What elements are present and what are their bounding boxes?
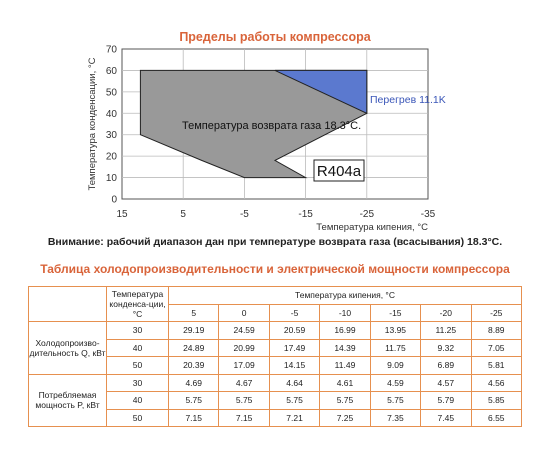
value-cell: 7.15: [167, 408, 220, 427]
evaporating-temp-cell: 0: [218, 303, 270, 322]
value-cell: 14.15: [268, 356, 321, 375]
annotations: Температура возврата газа 18.3°C. Перегре…: [182, 94, 446, 182]
blue-superheat-region: [274, 69, 368, 115]
table-row: Температура конденса-ции, °C Температура …: [28, 286, 522, 322]
value-cell: 4.56: [470, 373, 523, 392]
regions: [139, 69, 368, 179]
y-tick-label: 10: [106, 173, 118, 184]
value-cell: 24.89: [167, 338, 220, 357]
value-cell: 17.09: [218, 356, 270, 375]
x-tick-label: -35: [421, 209, 436, 220]
value-cell: 8.89: [470, 321, 523, 340]
y-tick-label: 20: [106, 152, 118, 163]
value-cell: 20.99: [218, 338, 270, 357]
value-cell: 7.45: [420, 408, 472, 427]
x-tick-label: -15: [298, 209, 313, 220]
value-cell: 4.69: [167, 373, 220, 392]
value-cell: 5.75: [167, 391, 220, 410]
value-cell: 14.39: [319, 338, 371, 357]
condensing-temp-cell: 30: [106, 373, 169, 392]
cooling-capacity-label: Холодопроизво-дительность Q, кВт: [28, 321, 107, 375]
y-tick-label: 50: [106, 87, 118, 98]
x-tick-label: 15: [116, 209, 128, 220]
table-title: Таблица холодопроизводительности и элект…: [40, 262, 510, 276]
value-cell: 4.59: [369, 373, 422, 392]
x-tick-label: 5: [180, 209, 186, 220]
evaporating-temp-cell: -5: [268, 303, 321, 322]
value-cell: 20.39: [167, 356, 220, 375]
value-cell: 9.32: [420, 338, 472, 357]
gray-region-label: Температура возврата газа 18.3°C.: [182, 120, 361, 132]
value-cell: 4.61: [319, 373, 371, 392]
value-cell: 9.09: [369, 356, 422, 375]
value-cell: 7.35: [369, 408, 422, 427]
value-cell: 17.49: [268, 338, 321, 357]
y-tick-label: 30: [106, 130, 118, 141]
value-cell: 16.99: [319, 321, 371, 340]
y-axis-label: Температура конденсации, °C: [87, 57, 98, 190]
condensing-temp-cell: 50: [106, 408, 169, 427]
value-cell: 13.95: [369, 321, 422, 340]
y-tick-label: 60: [106, 66, 118, 77]
table-row: 50 20.39 17.09 14.15 11.49 9.09 6.89 5.81: [29, 356, 523, 375]
value-cell: 7.25: [319, 408, 371, 427]
condensing-temp-cell: 30: [106, 321, 169, 340]
value-cell: 6.89: [420, 356, 472, 375]
superheat-label: Перегрев 11.1K: [370, 94, 446, 106]
table-row: 50 7.15 7.15 7.21 7.25 7.35 7.45 6.55: [29, 408, 523, 427]
note-text: Внимание: рабочий диапазон дан при темпе…: [47, 236, 503, 248]
value-cell: 24.59: [218, 321, 270, 340]
value-cell: 7.21: [268, 408, 321, 427]
y-tick-label: 0: [111, 195, 117, 206]
value-cell: 4.67: [218, 373, 270, 392]
evaporating-temp-cell: -25: [470, 303, 523, 322]
x-tick-label: -25: [360, 209, 375, 220]
value-cell: 4.64: [268, 373, 321, 392]
refrigerant-box: [313, 159, 365, 182]
corner-cell: [28, 286, 107, 322]
value-cell: 5.85: [470, 391, 523, 410]
evaporating-temp-cell: -20: [420, 303, 472, 322]
value-cell: 5.75: [369, 391, 422, 410]
performance-table: Температура конденса-ции, °C Температура …: [28, 286, 523, 427]
evaporating-temp-cell: -15: [369, 303, 422, 322]
gray-operating-region: [139, 69, 368, 179]
value-cell: 11.49: [319, 356, 371, 375]
value-cell: 11.75: [369, 338, 422, 357]
chart-title: Пределы работы компрессора: [179, 30, 371, 44]
value-cell: 5.81: [470, 356, 523, 375]
y-tick-label: 40: [106, 109, 118, 120]
value-cell: 4.57: [420, 373, 472, 392]
table-row: 40 24.89 20.99 17.49 14.39 11.75 9.32 7.05: [29, 338, 523, 357]
axes: 15 5 -5 -15 -25 -35 0 10 20 30 40 50 60 70 Температура…: [87, 45, 436, 234]
condensing-temp-cell: 40: [106, 338, 169, 357]
value-cell: 7.05: [470, 338, 523, 357]
value-cell: 5.75: [218, 391, 270, 410]
value-cell: 29.19: [167, 321, 220, 340]
refrigerant-label: R404a: [317, 163, 362, 180]
value-cell: 11.25: [420, 321, 472, 340]
table-row: 40 5.75 5.75 5.75 5.75 5.75 5.79 5.85: [29, 391, 523, 410]
table-row: Потребляемая мощность P, кВт 30 4.69 4.67 4.…: [28, 373, 523, 427]
condensing-temp-header: Температура конденса-ции, °C: [106, 286, 169, 322]
operating-envelope-chart: 15 5 -5 -15 -25 -35 0 10 20 30 40 50 60 70 Температура…: [87, 45, 446, 234]
power-input-label: Потребляемая мощность P, кВт: [28, 373, 107, 427]
evaporating-temp-header: Температура кипения, °C: [168, 286, 522, 305]
condensing-temp-cell: 50: [106, 356, 169, 375]
value-cell: 5.75: [268, 391, 321, 410]
value-cell: 20.59: [268, 321, 321, 340]
evaporating-temp-cell: 5: [167, 303, 220, 322]
evaporating-temp-cell: -10: [319, 303, 371, 322]
value-cell: 7.15: [218, 408, 270, 427]
x-axis-label: Температура кипения, °C: [316, 222, 428, 233]
value-cell: 6.55: [470, 408, 523, 427]
condensing-temp-cell: 40: [106, 391, 169, 410]
x-tick-label: -5: [240, 209, 249, 220]
value-cell: 5.75: [319, 391, 371, 410]
table-row: Холодопроизво-дительность Q, кВт 30 29.19 2…: [28, 321, 523, 375]
value-cell: 5.79: [420, 391, 472, 410]
y-tick-label: 70: [106, 45, 118, 56]
